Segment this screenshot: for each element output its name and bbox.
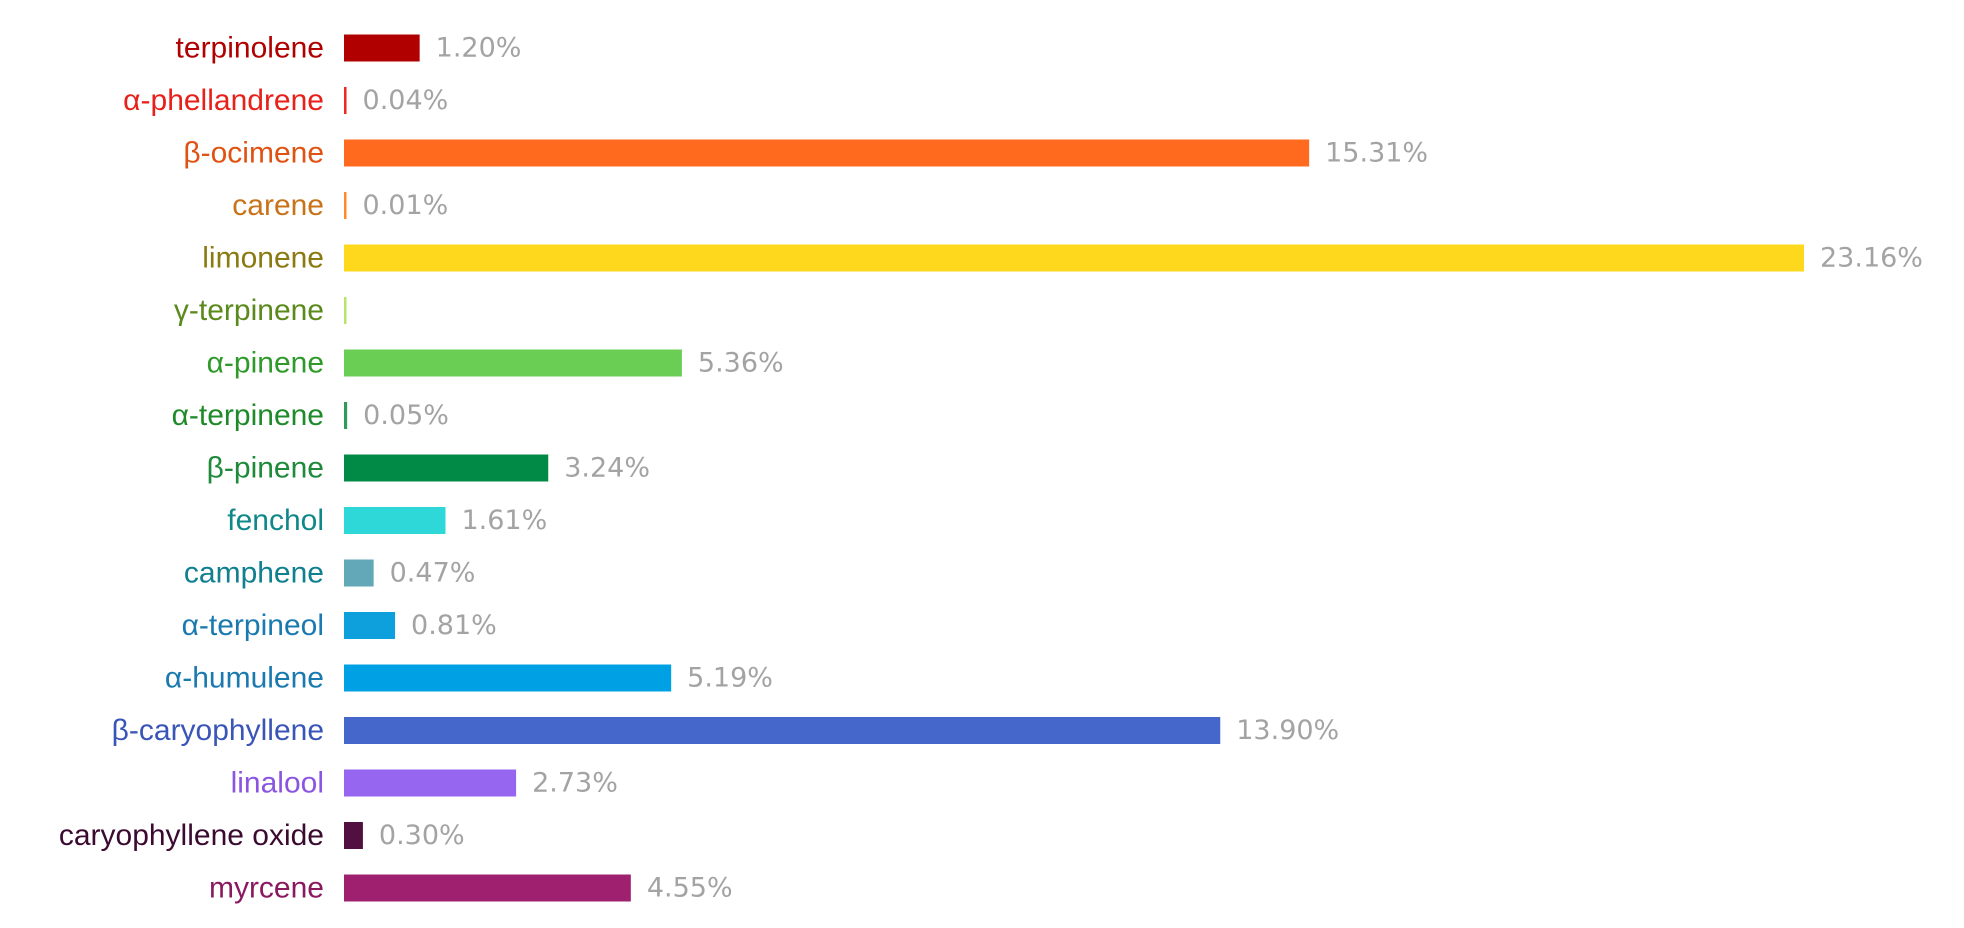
bar: [344, 612, 396, 639]
bar: [344, 34, 420, 62]
bar: [344, 244, 1804, 272]
bar: [344, 507, 446, 534]
category-label: camphene: [184, 557, 324, 590]
category-label: carene: [232, 189, 324, 222]
value-label: 4.55%: [647, 873, 733, 904]
value-label: 1.20%: [436, 33, 522, 64]
bar: [344, 349, 682, 377]
value-label: 1.61%: [461, 505, 547, 536]
category-label: β-caryophyllene: [112, 714, 324, 747]
bars-layer: terpinolene 1.20% α-phellandrene 0.04% β-oci…: [59, 32, 1923, 905]
bar: [344, 559, 374, 587]
bar: [344, 192, 347, 219]
category-label: α-humulene: [165, 662, 324, 695]
bar: [344, 402, 348, 429]
bar: [344, 87, 347, 114]
value-label: 0.30%: [379, 820, 465, 851]
category-label: γ-terpinene: [174, 294, 324, 327]
value-label: 15.31%: [1325, 138, 1428, 169]
category-label: β-pinene: [207, 452, 324, 485]
value-label: 3.24%: [564, 453, 650, 484]
category-label: α-terpinene: [172, 399, 324, 432]
value-label: 0.04%: [363, 85, 449, 116]
category-label: myrcene: [209, 872, 324, 905]
value-label: 13.90%: [1236, 715, 1339, 746]
bar: [344, 454, 549, 482]
value-label: 2.73%: [532, 768, 618, 799]
value-label: 0.01%: [363, 190, 449, 221]
value-label: 23.16%: [1820, 243, 1923, 274]
value-label: 0.05%: [363, 400, 449, 431]
category-label: linalool: [231, 767, 324, 800]
category-label: α-phellandrene: [123, 84, 324, 117]
category-label: α-pinene: [207, 347, 324, 380]
category-label: terpinolene: [176, 32, 324, 65]
value-label: 0.81%: [411, 610, 497, 641]
category-label: limonene: [202, 242, 324, 275]
bar: [344, 822, 363, 849]
value-label: 0.47%: [390, 558, 476, 589]
category-label: β-ocimene: [183, 137, 324, 170]
bar: [344, 139, 1310, 167]
bar: [344, 664, 672, 692]
category-label: α-terpineol: [182, 609, 324, 642]
category-label: caryophyllene oxide: [59, 819, 324, 852]
category-label: fenchol: [227, 504, 324, 537]
value-label: 5.36%: [698, 348, 784, 379]
bar: [344, 769, 517, 797]
value-label: 5.19%: [687, 663, 773, 694]
bar: [344, 874, 631, 902]
bar: [344, 297, 347, 324]
bar: [344, 717, 1221, 744]
